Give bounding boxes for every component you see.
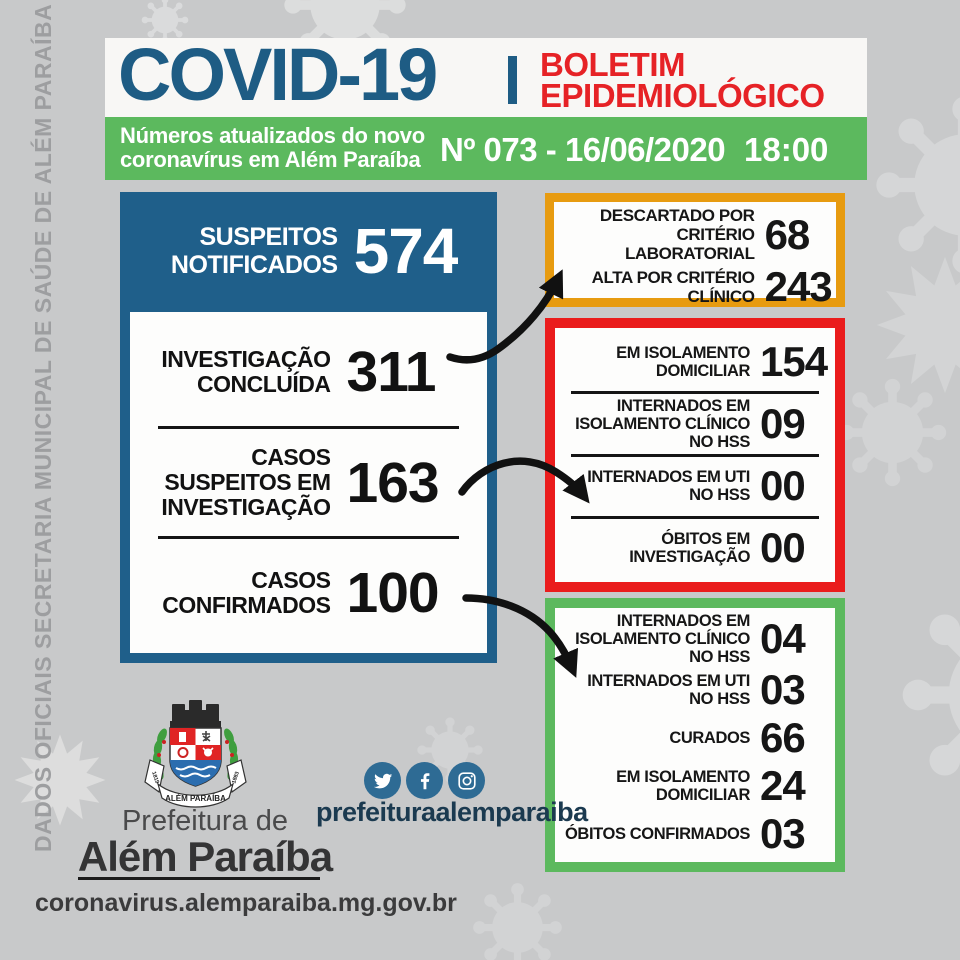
crest-shield <box>169 727 222 787</box>
stat-label: INVESTIGAÇÃO CONCLUÍDA <box>161 345 331 397</box>
bulletin-number-date: Nº 073 - 16/06/2020 <box>440 131 726 168</box>
instagram-icon[interactable] <box>448 762 485 799</box>
stat-row-lab-discarded: DESCARTADO POR CRITÉRIO LABORATORIAL 68 <box>554 206 836 263</box>
active-cases-panel: EM ISOLAMENTO DOMICILIAR 154 INTERNADOS … <box>545 318 845 592</box>
social-icons-group <box>364 762 485 799</box>
twitter-icon[interactable] <box>364 762 401 799</box>
arrow-to-outcomes-panel <box>462 594 579 678</box>
arrow-to-discarded-panel <box>446 269 564 364</box>
stat-row-confirmed-deaths: ÓBITOS CONFIRMADOS 03 <box>555 810 835 858</box>
crest-ribbon-text: ALÉM PARAÍBA <box>165 794 226 803</box>
stat-value: 00 <box>760 462 806 510</box>
crest-year-left: 1819 <box>150 771 159 785</box>
suspects-header: SUSPEITOS NOTIFICADOS 574 <box>120 192 497 310</box>
confirmed-outcomes-panel: INTERNADOS EM ISOLAMENTO CLÍNICO NO HSS … <box>545 598 845 872</box>
bulletin-subtitle-line2: EPIDEMIOLÓGICO <box>540 77 825 114</box>
stat-row-icu-hss-confirmed: INTERNADOS EM UTI NO HSS 03 <box>555 666 835 714</box>
stat-label: DESCARTADO POR CRITÉRIO LABORATORIAL <box>599 206 755 263</box>
stat-value: 163 <box>346 450 440 515</box>
stat-label: ÓBITOS EM INVESTIGAÇÃO <box>629 530 750 567</box>
crest-ribbon: ALÉM PARAÍBA 1819 1883 <box>144 759 247 808</box>
stat-label: INTERNADOS EM UTI NO HSS <box>587 672 750 708</box>
org-name-line1: Prefeitura de <box>121 805 289 837</box>
stat-row-deaths-under-investigation: ÓBITOS EM INVESTIGAÇÃO 00 <box>555 519 835 578</box>
row-divider <box>571 453 819 457</box>
stat-row-suspects-under-investigation: CASOS SUSPEITOS EM INVESTIGAÇÃO 163 <box>130 429 487 537</box>
stat-value: 243 <box>764 263 833 310</box>
update-banner-line1: Números atualizados do novo <box>120 123 425 148</box>
suspects-header-label: SUSPEITOS NOTIFICADOS <box>170 223 338 279</box>
row-divider <box>158 425 459 429</box>
suspects-breakdown-card: INVESTIGAÇÃO CONCLUÍDA 311 CASOS SUSPEIT… <box>130 312 487 653</box>
stat-row-home-isolation: EM ISOLAMENTO DOMICILIAR 154 <box>555 332 835 391</box>
stat-row-clinical-isolation-hss: INTERNADOS EM ISOLAMENTO CLÍNICO NO HSS … <box>555 394 835 453</box>
stat-label: EM ISOLAMENTO DOMICILIAR <box>616 343 750 380</box>
stat-label: INTERNADOS EM ISOLAMENTO CLÍNICO NO HSS <box>575 396 750 451</box>
suspects-header-value: 574 <box>353 215 459 287</box>
stat-value: 154 <box>760 337 828 385</box>
discarded-panel: DESCARTADO POR CRITÉRIO LABORATORIAL 68 … <box>545 193 845 310</box>
suspects-panel: SUSPEITOS NOTIFICADOS 574 INVESTIGAÇÃO C… <box>120 192 497 663</box>
stat-row-clinical-isolation-hss-confirmed: INTERNADOS EM ISOLAMENTO CLÍNICO NO HSS … <box>555 612 835 666</box>
header-band <box>105 38 867 117</box>
stat-label: INTERNADOS EM ISOLAMENTO CLÍNICO NO HSS <box>575 612 750 666</box>
stat-row-clinical-discharge: ALTA POR CRITÉRIO CLÍNICO 243 <box>554 263 836 311</box>
site-url[interactable]: coronavirus.alemparaiba.mg.gov.br <box>35 889 457 917</box>
page-title: COVID-19 <box>118 33 438 116</box>
stat-label: EM ISOLAMENTO DOMICILIAR <box>616 768 750 804</box>
header-divider <box>508 56 517 104</box>
city-crest: ALÉM PARAÍBA 1819 1883 <box>144 700 247 808</box>
stat-value: 03 <box>760 810 806 857</box>
org-name-line2: Além Paraíba <box>77 833 333 880</box>
bulletin-subtitle: BOLETIM EPIDEMIOLÓGICO <box>540 46 825 114</box>
bulletin-time: 18:00 <box>744 131 829 168</box>
row-divider <box>571 391 819 395</box>
stat-label: INTERNADOS EM UTI NO HSS <box>587 468 750 505</box>
stat-row-cured: CURADOS 66 <box>555 714 835 762</box>
stat-row-confirmed-cases: CASOS CONFIRMADOS 100 <box>130 539 487 647</box>
stat-label: CASOS CONFIRMADOS <box>162 567 331 619</box>
stat-label: ALTA POR CRITÉRIO CLÍNICO <box>591 268 755 306</box>
stat-label: CURADOS <box>669 729 750 747</box>
stat-row-icu-hss: INTERNADOS EM UTI NO HSS 00 <box>555 457 835 516</box>
crest-year-right: 1883 <box>231 771 240 785</box>
stat-value: 100 <box>346 561 440 626</box>
stat-value: 24 <box>760 762 806 809</box>
update-banner-line2: coronavírus em Além Paraíba <box>120 147 421 172</box>
bulletin-subtitle-line1: BOLETIM <box>540 46 685 83</box>
stat-row-home-isolation-confirmed: EM ISOLAMENTO DOMICILIAR 24 <box>555 762 835 810</box>
update-banner <box>105 117 867 180</box>
stat-value: 66 <box>760 714 806 761</box>
arrow-to-active-panel <box>458 457 590 504</box>
update-banner-text: Números atualizados do novo coronavírus … <box>120 124 425 172</box>
stat-value: 68 <box>764 210 811 258</box>
facebook-icon[interactable] <box>406 762 443 799</box>
row-divider <box>571 515 819 519</box>
stat-label: CASOS SUSPEITOS EM INVESTIGAÇÃO <box>161 444 331 520</box>
footer-divider <box>78 877 320 880</box>
stat-label: ÓBITOS CONFIRMADOS <box>565 825 750 843</box>
stat-value: 04 <box>760 615 806 662</box>
stat-value: 09 <box>760 399 806 447</box>
stat-value: 00 <box>760 524 806 572</box>
crest-crown <box>170 700 221 728</box>
stat-value: 03 <box>760 666 806 713</box>
row-divider <box>158 536 459 540</box>
stat-row-investigation-concluded: INVESTIGAÇÃO CONCLUÍDA 311 <box>130 318 487 426</box>
social-handle[interactable]: prefeituraalemparaiba <box>316 797 588 827</box>
stat-value: 311 <box>346 339 437 404</box>
